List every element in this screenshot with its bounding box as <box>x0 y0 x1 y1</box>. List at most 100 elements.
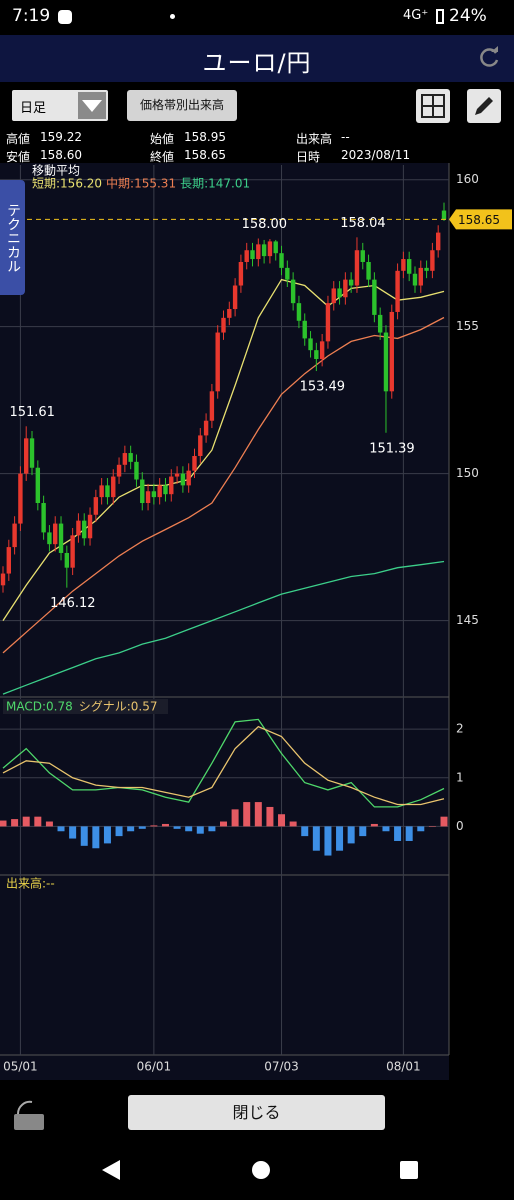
info-label: 高値 <box>6 132 31 146</box>
y-tick-label: 0 <box>456 819 464 833</box>
last-price-tag <box>449 209 512 230</box>
histogram-bar <box>312 826 320 851</box>
info-value: 2023/08/11 <box>341 148 411 162</box>
histogram-bar <box>428 826 436 827</box>
candle-body <box>261 244 267 257</box>
histogram-bar <box>301 826 309 837</box>
info-value: 158.65 <box>184 148 226 162</box>
histogram-bar <box>394 826 402 841</box>
period-dropdown[interactable]: 日足 <box>12 90 108 121</box>
candle-body <box>76 520 81 536</box>
refresh-icon[interactable] <box>477 46 501 70</box>
grid-icon <box>421 94 445 118</box>
histogram-bar <box>103 826 111 844</box>
histogram-bar <box>440 816 448 827</box>
histogram-bar <box>115 826 123 837</box>
nav-recent[interactable] <box>400 1161 418 1179</box>
candle-body <box>296 303 302 321</box>
candle-body <box>267 241 273 257</box>
candle-body <box>215 332 220 392</box>
info-value: 159.22 <box>40 130 82 144</box>
histogram-bar <box>405 826 413 841</box>
info-label: 出来高 <box>296 132 333 146</box>
histogram-bar <box>22 816 30 827</box>
candle-body <box>430 250 435 271</box>
histogram-bar <box>231 809 239 827</box>
candle-body <box>238 261 244 286</box>
histogram-bar <box>417 826 425 832</box>
legend-entry: 中期:155.31 <box>106 176 176 191</box>
x-tick-label: 05/01 <box>3 1060 38 1074</box>
layout-button[interactable] <box>416 89 450 123</box>
histogram-bar <box>150 825 158 827</box>
status-time: 7:19 <box>12 6 51 26</box>
candle-body <box>82 520 87 539</box>
candle-body <box>105 485 110 498</box>
nav-home[interactable] <box>252 1161 270 1179</box>
candle-body <box>145 491 151 504</box>
candle-body <box>134 461 139 480</box>
candle-body <box>314 350 319 359</box>
histogram-bar <box>266 806 274 827</box>
candle-body <box>331 288 336 304</box>
histogram-bar <box>161 823 169 827</box>
candle-body <box>180 473 186 486</box>
rotate-button[interactable] <box>12 1098 46 1132</box>
candle-body <box>151 491 157 498</box>
histogram-bar <box>185 826 193 832</box>
histogram-bar <box>359 826 367 837</box>
histogram-bar <box>324 826 332 856</box>
candle-body <box>41 503 46 533</box>
y-tick-label: 150 <box>456 466 479 480</box>
notification-dot <box>170 14 175 19</box>
candle-body <box>325 303 331 342</box>
x-tick-label: 07/03 <box>264 1060 299 1074</box>
last-price-label: 158.65 <box>458 213 500 227</box>
candle-body <box>273 241 278 254</box>
legend-entry: 短期:156.20 <box>32 177 102 191</box>
histogram-bar <box>11 819 19 827</box>
candle-body <box>372 279 377 315</box>
candle-body <box>401 259 406 271</box>
chart-background <box>0 163 514 1080</box>
histogram-bar <box>173 826 181 829</box>
y-tick-label: 2 <box>456 722 464 736</box>
candle-body <box>12 523 17 548</box>
pen-icon <box>475 97 493 115</box>
candle-body <box>99 485 104 498</box>
draw-button[interactable] <box>467 89 501 123</box>
candle-body <box>140 479 145 504</box>
histogram-bar <box>34 816 42 827</box>
candle-body <box>221 317 226 333</box>
close-button[interactable]: 閉じる <box>128 1095 385 1130</box>
y-tick-label: 160 <box>456 172 479 186</box>
candle-body <box>203 420 209 436</box>
candle-body <box>18 473 23 524</box>
candle-body <box>209 391 215 421</box>
candle-body <box>116 464 122 477</box>
candle-body <box>250 250 255 260</box>
histogram-bar <box>220 821 227 827</box>
histogram-bar <box>138 826 146 829</box>
histogram-bar <box>196 826 204 834</box>
volume-profile-button[interactable]: 価格帯別出来高 <box>127 90 237 121</box>
extreme-label: 158.04 <box>340 216 386 231</box>
candle-body <box>128 453 133 462</box>
candle-body <box>441 210 447 220</box>
indicator-line <box>2 316 445 654</box>
candle-body <box>279 253 284 268</box>
histogram-bar <box>208 826 216 832</box>
status-battery: 24% <box>449 6 487 26</box>
notification-icon <box>58 10 72 24</box>
histogram-bar <box>254 802 262 827</box>
candle-body <box>87 514 93 539</box>
extreme-label: 146.12 <box>50 596 96 611</box>
histogram-bar <box>45 821 53 827</box>
nav-back[interactable] <box>102 1160 120 1180</box>
histogram-bar <box>0 820 7 827</box>
candle-body <box>111 476 116 498</box>
technical-tab[interactable]: テクニカル <box>0 180 25 295</box>
extreme-label: 158.00 <box>242 217 288 232</box>
indicator-line <box>2 278 445 621</box>
